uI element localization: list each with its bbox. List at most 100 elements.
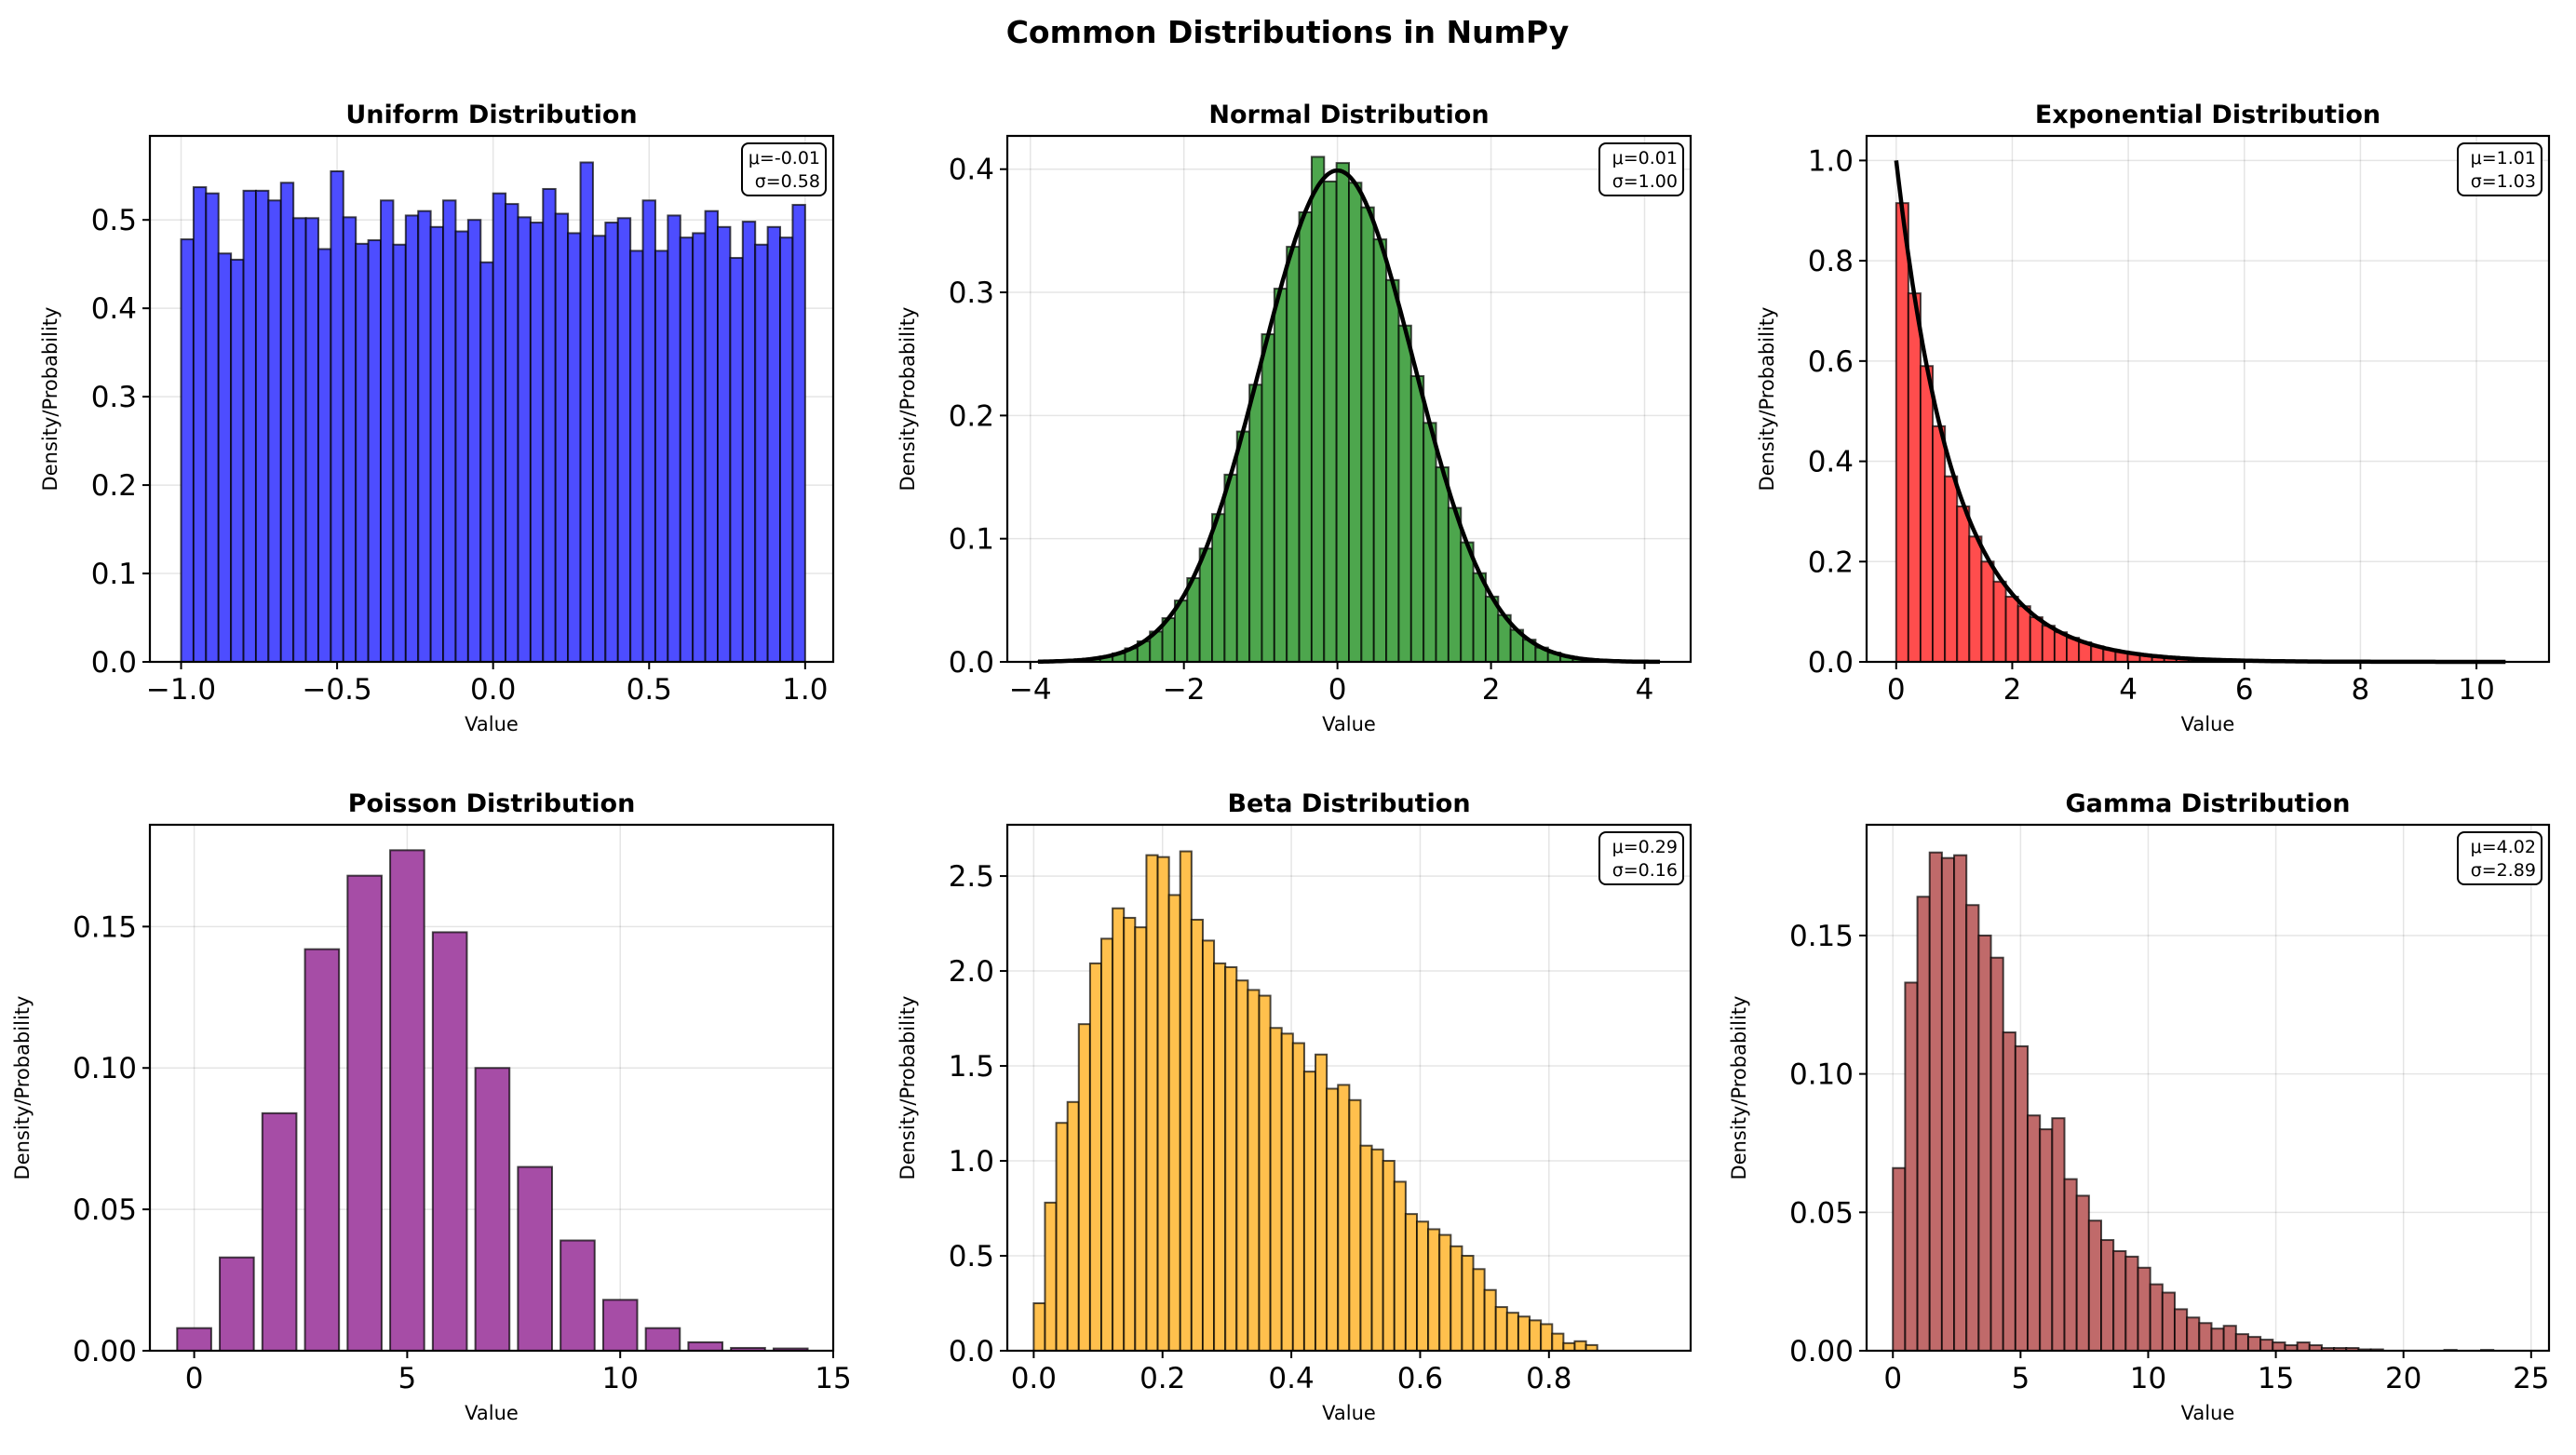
histogram-bar: [1423, 422, 1437, 663]
histogram-bar: [2002, 1031, 2016, 1353]
axes-frame: [148, 823, 835, 1353]
x-tick-label: 0.8: [1526, 1362, 1571, 1395]
histogram-bar: [704, 209, 719, 663]
histogram-bar: [1291, 1042, 1305, 1352]
stats-box: [1598, 142, 1684, 196]
histogram-bar: [1992, 580, 2007, 664]
histogram-bar: [2041, 625, 2056, 664]
y-tick-label: 0.4: [949, 154, 994, 187]
histogram-bar: [1323, 180, 1338, 664]
histogram-bar: [404, 214, 420, 663]
x-axis-label: Value: [2181, 1402, 2235, 1424]
histogram-bar: [1977, 934, 1992, 1353]
subplot-exponential: 0 2 4 6 8 10 0.0 0.2 0.4 0.6 0.8 1.0 Exponential Dis…: [1756, 101, 2551, 735]
histogram-bar: [1201, 939, 1216, 1352]
stats-mean: μ=4.02: [2471, 837, 2536, 857]
histogram-bar: [1529, 1319, 1543, 1353]
histogram-bar: [1280, 1032, 1294, 1353]
histogram-bar: [1235, 979, 1249, 1353]
y-tick-label: 0.3: [91, 381, 137, 414]
histogram-bar: [616, 217, 632, 664]
x-tick-label: 25: [2513, 1362, 2549, 1395]
stats-mean: μ=1.01: [2471, 148, 2536, 168]
axes-frame: [1865, 823, 2551, 1353]
axes-frame: [1005, 823, 1693, 1353]
x-tick-label: 0: [1887, 673, 1906, 707]
y-axis-label: Density/Probability: [11, 996, 34, 1180]
x-axis-label: Value: [1322, 713, 1376, 735]
histogram-bar: [679, 236, 695, 663]
histogram-bar: [2063, 1178, 2078, 1353]
stats-mean: μ=0.01: [1612, 148, 1678, 168]
histogram-bar: [1980, 560, 1995, 664]
y-tick-label: 0.10: [1789, 1058, 1854, 1092]
x-tick-label: 1.0: [782, 673, 828, 707]
histogram-bar: [2137, 1266, 2151, 1352]
histogram-bar: [641, 199, 656, 663]
histogram-bar: [517, 216, 532, 663]
histogram-bar: [1156, 855, 1170, 1352]
x-tick-label: 5: [2011, 1362, 2030, 1395]
stats-std: σ=1.03: [2471, 171, 2536, 192]
histogram-bar: [1904, 981, 1919, 1352]
histogram-bar: [601, 1299, 639, 1353]
histogram-bar: [2014, 1044, 2030, 1353]
subplot-title: Beta Distribution: [1227, 789, 1470, 818]
histogram-bar: [1123, 916, 1137, 1352]
histogram-bar: [1940, 856, 1956, 1352]
y-tick-label: 1.0: [949, 1145, 994, 1179]
histogram-bar: [1326, 1087, 1340, 1353]
histogram-bar: [1066, 1100, 1080, 1353]
histogram-bar: [1044, 1201, 1058, 1353]
axes-frame: [1005, 134, 1693, 664]
histogram-bar: [560, 1239, 596, 1352]
histogram-bar: [2027, 1114, 2042, 1352]
histogram-bar: [1213, 962, 1227, 1352]
y-axis-label: Density/Probability: [1756, 307, 1778, 492]
stats-std: σ=0.58: [755, 171, 820, 192]
histogram-bar: [1179, 850, 1193, 1352]
histogram-bar: [1372, 238, 1388, 663]
histogram-bar: [754, 243, 769, 663]
histogram-bar: [692, 232, 707, 663]
histogram-bar: [1235, 430, 1251, 663]
histogram-bar: [1551, 1332, 1565, 1352]
x-tick-label: 4: [1636, 673, 1654, 707]
histogram-bar: [1348, 1098, 1362, 1353]
histogram-bar: [1310, 155, 1326, 663]
histogram-bar: [604, 222, 619, 663]
histogram-bar: [1989, 956, 2004, 1352]
histogram-bar: [431, 931, 468, 1352]
histogram-bar: [554, 212, 570, 663]
histogram-bar: [1932, 424, 1947, 664]
histogram-bar: [2198, 1322, 2213, 1353]
x-axis-label: Value: [465, 713, 519, 735]
y-tick-label: 1.0: [1808, 144, 1854, 178]
x-tick-label: 15: [2258, 1362, 2294, 1395]
histogram-bar: [687, 1340, 724, 1352]
axes-frame: [1865, 134, 2551, 664]
x-tick-label: 8: [2352, 673, 2370, 707]
x-tick-label: 15: [815, 1362, 851, 1395]
y-tick-label: 0.4: [1808, 446, 1854, 479]
histogram-bar: [1286, 246, 1301, 663]
histogram-bar: [1167, 894, 1181, 1352]
histogram-bar: [1956, 505, 1971, 663]
stats-box: [2457, 831, 2542, 885]
subplot-title: Uniform Distribution: [345, 101, 637, 129]
histogram-bar: [1968, 535, 1983, 664]
x-tick-label: 10: [2130, 1362, 2166, 1395]
x-tick-label: −0.5: [302, 673, 371, 707]
histogram-bar: [219, 1256, 255, 1352]
y-tick-label: 0.5: [949, 1240, 994, 1273]
histogram-bar: [542, 187, 557, 663]
histogram-bar: [1298, 211, 1313, 663]
histogram-bar: [230, 258, 245, 663]
histogram-bar: [1953, 854, 1968, 1352]
histogram-bar: [380, 199, 395, 663]
histogram-bar: [1088, 962, 1103, 1352]
histogram-bar: [2124, 1255, 2139, 1353]
x-tick-label: 0: [1883, 1362, 1902, 1395]
x-tick-label: 0.4: [1268, 1362, 1314, 1395]
histogram-bar: [1077, 1023, 1091, 1352]
